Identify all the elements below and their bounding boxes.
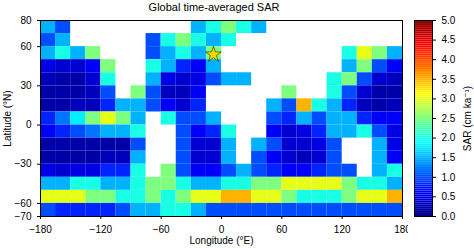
svg-text:3.0: 3.0 (442, 93, 456, 104)
svg-text:−60: −60 (15, 198, 32, 209)
svg-text:Latitude (°N): Latitude (°N) (2, 90, 13, 146)
svg-text:−60: −60 (153, 224, 170, 235)
svg-text:0.0: 0.0 (442, 211, 456, 222)
svg-text:120: 120 (334, 224, 351, 235)
svg-text:30: 30 (20, 80, 32, 91)
svg-text:SAR (cm ka⁻¹): SAR (cm ka⁻¹) (462, 86, 473, 151)
svg-text:0: 0 (219, 224, 225, 235)
svg-text:4.0: 4.0 (442, 54, 456, 65)
svg-text:60: 60 (20, 41, 32, 52)
svg-text:−180: −180 (29, 224, 52, 235)
svg-text:2.0: 2.0 (442, 132, 456, 143)
svg-text:3.5: 3.5 (442, 74, 456, 85)
svg-text:0.5: 0.5 (442, 191, 456, 202)
svg-text:4.5: 4.5 (442, 34, 456, 45)
svg-text:−30: −30 (15, 158, 32, 169)
svg-text:1.5: 1.5 (442, 152, 456, 163)
svg-text:5.0: 5.0 (442, 15, 456, 26)
svg-text:2.5: 2.5 (442, 113, 456, 124)
svg-text:0: 0 (26, 119, 32, 130)
svg-text:−120: −120 (90, 224, 113, 235)
svg-text:Longitude (°E): Longitude (°E) (189, 235, 253, 246)
svg-text:80: 80 (20, 15, 32, 26)
svg-text:1.0: 1.0 (442, 172, 456, 183)
html-text:Global time-averaged SAR: Global time-averaged SAR (148, 1, 280, 13)
svg-text:180: 180 (394, 224, 408, 235)
svg-text:−70: −70 (15, 211, 32, 222)
svg-text:60: 60 (276, 224, 288, 235)
